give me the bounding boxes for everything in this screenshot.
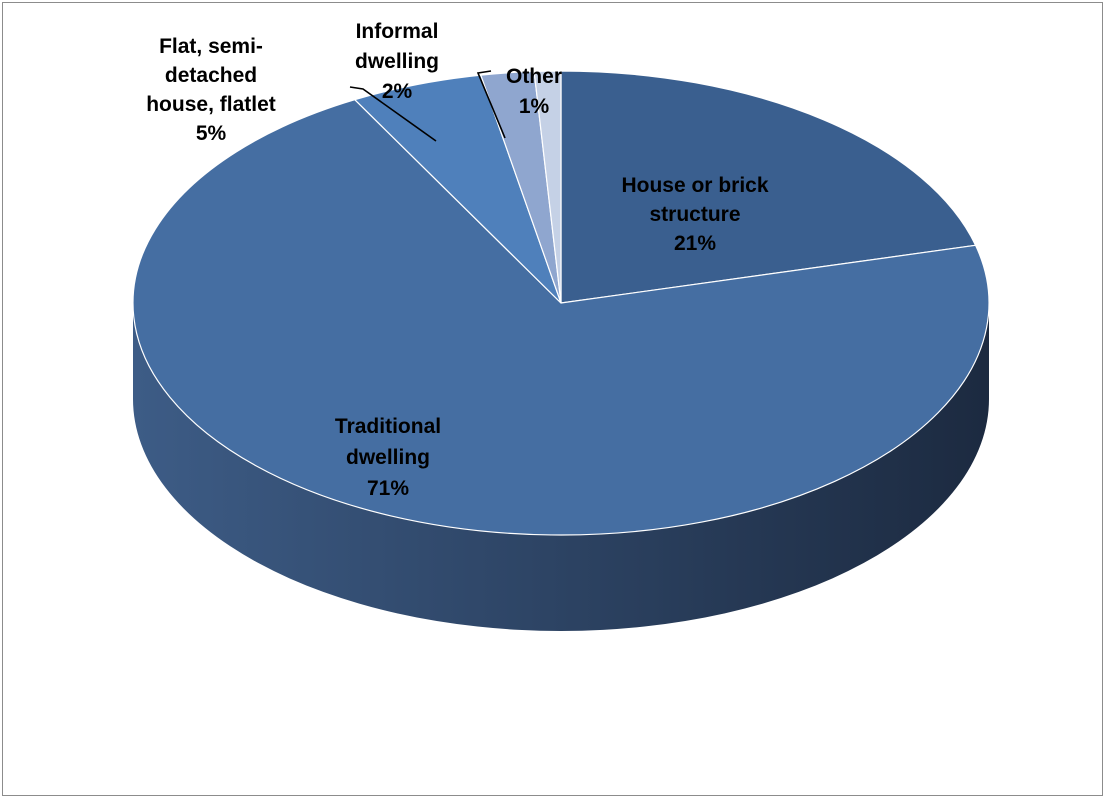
data-label-informal-dwelling: Informal dwelling 2% xyxy=(355,20,439,103)
data-label-other: Other 1% xyxy=(506,65,562,118)
label-line: House or brick xyxy=(621,174,768,197)
label-line: Other xyxy=(506,65,562,88)
label-line: Informal xyxy=(356,20,439,43)
label-percent: 21% xyxy=(674,232,716,255)
label-line: dwelling xyxy=(346,446,430,469)
data-label-house-or-brick-structure: House or brick structure 21% xyxy=(621,174,768,255)
leader-line-informal-dwelling xyxy=(349,86,437,142)
label-line: house, flatlet xyxy=(146,93,276,116)
pie-slice-traditional-dwelling xyxy=(132,99,990,536)
label-percent: 1% xyxy=(519,95,550,118)
label-line: detached xyxy=(165,64,257,87)
label-percent: 71% xyxy=(367,477,409,500)
label-percent: 2% xyxy=(382,80,413,103)
data-label-flat-semi-detached: Flat, semi-detached house, flatlet 5% xyxy=(146,35,276,145)
label-line: dwelling xyxy=(355,50,439,73)
pie-slice-house-or-brick-structure xyxy=(560,70,977,304)
data-label-traditional-dwelling: Traditional dwelling 71% xyxy=(335,415,441,500)
label-line: structure xyxy=(649,203,740,226)
label-percent: 5% xyxy=(196,122,227,145)
pie-chart: House or brick structure 21% Traditional dwe… xyxy=(132,20,990,631)
pie-side-wall xyxy=(133,303,989,631)
label-line: Flat, semi- xyxy=(159,35,263,58)
leader-line-other xyxy=(476,70,506,139)
label-line: Traditional xyxy=(335,415,441,438)
pie-slice-other xyxy=(533,70,562,304)
